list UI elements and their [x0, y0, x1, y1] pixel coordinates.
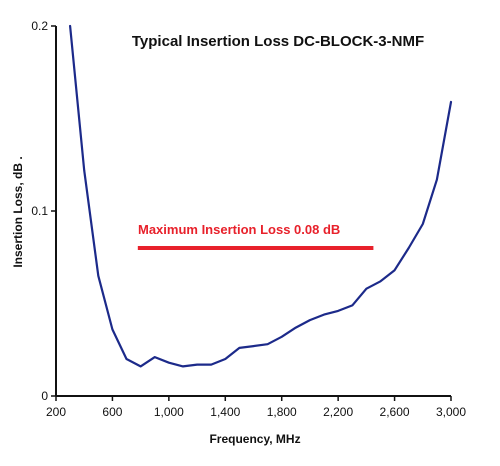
max-loss-annotation-text: Maximum Insertion Loss 0.08 dB [138, 222, 340, 237]
x-tick-label: 1,000 [154, 405, 184, 419]
plot-series [68, 24, 453, 368]
x-tick-label: 1,800 [267, 405, 297, 419]
y-axis-title: Insertion Loss, dB . [11, 156, 25, 267]
chart-title: Typical Insertion Loss DC-BLOCK-3-NMF [132, 33, 424, 50]
x-tick-label: 3,000 [436, 405, 466, 419]
x-tick-label: 600 [102, 405, 122, 419]
insertion-loss-series-line [68, 24, 453, 368]
x-tick-label: 200 [46, 405, 66, 419]
y-tick-label: 0.1 [31, 204, 48, 218]
x-tick-label: 2,200 [323, 405, 353, 419]
axes [55, 26, 451, 397]
y-tick-label: 0.2 [31, 19, 48, 33]
x-tick-label: 2,600 [380, 405, 410, 419]
x-axis-ticks: 200 600 1,000 1,400 1,800 2,200 2,600 3,000 [46, 396, 466, 419]
x-axis-title: Frequency, MHz [209, 432, 300, 446]
x-tick-label: 1,400 [210, 405, 240, 419]
y-axis-ticks: 0 0.1 0.2 [31, 19, 56, 403]
y-tick-label: 0 [41, 389, 48, 403]
